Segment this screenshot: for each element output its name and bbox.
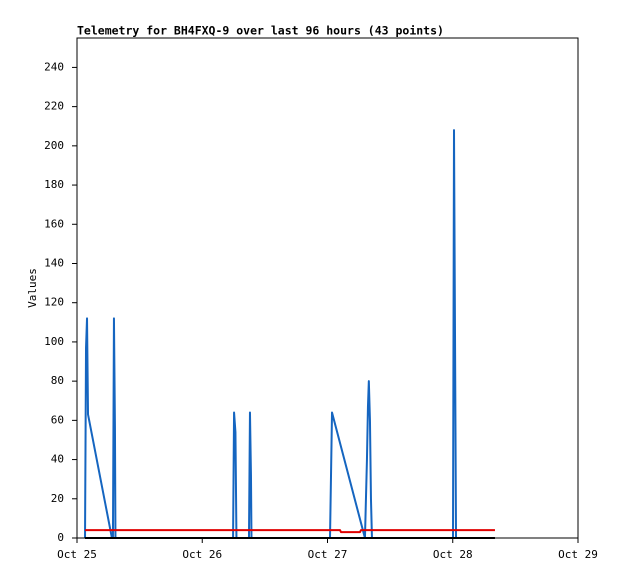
x-tick-label: Oct 28 — [433, 548, 473, 561]
y-tick-label: 220 — [44, 100, 64, 113]
y-tick-label: 180 — [44, 178, 64, 191]
y-axis-label: Values — [26, 268, 39, 308]
y-tick-label: 40 — [51, 453, 64, 466]
y-tick-label: 240 — [44, 60, 64, 73]
y-tick-label: 100 — [44, 335, 64, 348]
y-tick-label: 0 — [57, 531, 64, 544]
y-tick-label: 80 — [51, 374, 64, 387]
x-tick-label: Oct 29 — [558, 548, 598, 561]
y-tick-label: 200 — [44, 139, 64, 152]
y-tick-label: 120 — [44, 296, 64, 309]
data-line — [85, 529, 495, 534]
y-tick-label: 140 — [44, 256, 64, 269]
y-tick-label: 20 — [51, 492, 64, 505]
chart-title: Telemetry for BH4FXQ-9 over last 96 hour… — [77, 24, 444, 38]
x-tick-label: Oct 25 — [57, 548, 97, 561]
y-tick-label: 160 — [44, 217, 64, 230]
y-tick-label: 60 — [51, 413, 64, 426]
x-tick-label: Oct 27 — [308, 548, 348, 561]
x-tick-label: Oct 26 — [182, 548, 222, 561]
